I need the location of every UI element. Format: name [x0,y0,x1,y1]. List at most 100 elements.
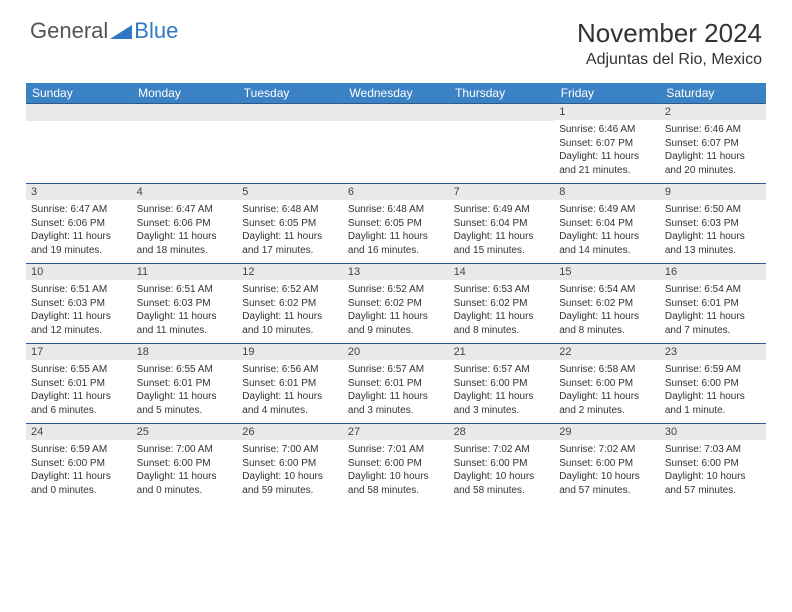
day-cell: 18Sunrise: 6:55 AMSunset: 6:01 PMDayligh… [132,344,238,424]
day-cell [132,104,238,184]
daylight-text: Daylight: 11 hours and 7 minutes. [665,310,761,337]
day-content-empty [237,121,343,177]
day-number: 26 [237,424,343,440]
day-content: Sunrise: 6:47 AMSunset: 6:06 PMDaylight:… [26,200,132,263]
day-cell: 27Sunrise: 7:01 AMSunset: 6:00 PMDayligh… [343,424,449,504]
daylight-text: Daylight: 11 hours and 9 minutes. [348,310,444,337]
sunrise-text: Sunrise: 6:48 AM [242,203,338,217]
day-content-empty [449,121,555,177]
day-header: Wednesday [343,83,449,104]
sunset-text: Sunset: 6:03 PM [137,297,233,311]
day-cell: 9Sunrise: 6:50 AMSunset: 6:03 PMDaylight… [660,184,766,264]
sunset-text: Sunset: 6:01 PM [242,377,338,391]
logo: General Blue [30,18,178,44]
title-block: November 2024 Adjuntas del Rio, Mexico [577,18,762,69]
sunrise-text: Sunrise: 7:02 AM [559,443,655,457]
day-number: 12 [237,264,343,280]
sunset-text: Sunset: 6:00 PM [348,457,444,471]
sunset-text: Sunset: 6:00 PM [665,457,761,471]
sunrise-text: Sunrise: 6:49 AM [454,203,550,217]
day-number: 4 [132,184,238,200]
sunset-text: Sunset: 6:00 PM [559,377,655,391]
day-content: Sunrise: 7:02 AMSunset: 6:00 PMDaylight:… [554,440,660,503]
daylight-text: Daylight: 11 hours and 0 minutes. [137,470,233,497]
daylight-text: Daylight: 11 hours and 12 minutes. [31,310,127,337]
daylight-text: Daylight: 11 hours and 19 minutes. [31,230,127,257]
day-content: Sunrise: 7:01 AMSunset: 6:00 PMDaylight:… [343,440,449,503]
day-content: Sunrise: 7:02 AMSunset: 6:00 PMDaylight:… [449,440,555,503]
sunset-text: Sunset: 6:02 PM [348,297,444,311]
day-cell: 24Sunrise: 6:59 AMSunset: 6:00 PMDayligh… [26,424,132,504]
sunset-text: Sunset: 6:00 PM [31,457,127,471]
daylight-text: Daylight: 11 hours and 2 minutes. [559,390,655,417]
day-cell: 23Sunrise: 6:59 AMSunset: 6:00 PMDayligh… [660,344,766,424]
day-header: Tuesday [237,83,343,104]
day-cell: 14Sunrise: 6:53 AMSunset: 6:02 PMDayligh… [449,264,555,344]
day-cell: 1Sunrise: 6:46 AMSunset: 6:07 PMDaylight… [554,104,660,184]
sunrise-text: Sunrise: 6:47 AM [137,203,233,217]
daylight-text: Daylight: 11 hours and 14 minutes. [559,230,655,257]
day-number: 23 [660,344,766,360]
day-header: Saturday [660,83,766,104]
day-number: 19 [237,344,343,360]
day-cell: 7Sunrise: 6:49 AMSunset: 6:04 PMDaylight… [449,184,555,264]
sunset-text: Sunset: 6:02 PM [559,297,655,311]
day-cell: 30Sunrise: 7:03 AMSunset: 6:00 PMDayligh… [660,424,766,504]
daylight-text: Daylight: 10 hours and 57 minutes. [665,470,761,497]
sunrise-text: Sunrise: 7:00 AM [137,443,233,457]
day-number: 18 [132,344,238,360]
logo-triangle-icon [110,23,132,39]
day-number: 16 [660,264,766,280]
day-cell: 17Sunrise: 6:55 AMSunset: 6:01 PMDayligh… [26,344,132,424]
week-row: 24Sunrise: 6:59 AMSunset: 6:00 PMDayligh… [26,424,766,504]
sunset-text: Sunset: 6:00 PM [665,377,761,391]
daylight-text: Daylight: 11 hours and 1 minute. [665,390,761,417]
day-content: Sunrise: 7:03 AMSunset: 6:00 PMDaylight:… [660,440,766,503]
sunset-text: Sunset: 6:03 PM [665,217,761,231]
day-cell: 20Sunrise: 6:57 AMSunset: 6:01 PMDayligh… [343,344,449,424]
week-row: 3Sunrise: 6:47 AMSunset: 6:06 PMDaylight… [26,184,766,264]
day-content: Sunrise: 6:59 AMSunset: 6:00 PMDaylight:… [26,440,132,503]
sunrise-text: Sunrise: 6:57 AM [454,363,550,377]
day-cell [449,104,555,184]
sunrise-text: Sunrise: 6:49 AM [559,203,655,217]
day-number-empty [132,104,238,121]
day-content: Sunrise: 7:00 AMSunset: 6:00 PMDaylight:… [237,440,343,503]
day-number-empty [343,104,449,121]
sunrise-text: Sunrise: 7:01 AM [348,443,444,457]
day-number: 7 [449,184,555,200]
sunset-text: Sunset: 6:01 PM [348,377,444,391]
daylight-text: Daylight: 11 hours and 18 minutes. [137,230,233,257]
sunrise-text: Sunrise: 7:02 AM [454,443,550,457]
daylight-text: Daylight: 11 hours and 6 minutes. [31,390,127,417]
day-cell: 6Sunrise: 6:48 AMSunset: 6:05 PMDaylight… [343,184,449,264]
page-header: General Blue November 2024 Adjuntas del … [0,0,792,77]
daylight-text: Daylight: 11 hours and 17 minutes. [242,230,338,257]
calendar-table: SundayMondayTuesdayWednesdayThursdayFrid… [26,83,766,503]
day-cell: 28Sunrise: 7:02 AMSunset: 6:00 PMDayligh… [449,424,555,504]
daylight-text: Daylight: 11 hours and 4 minutes. [242,390,338,417]
daylight-text: Daylight: 11 hours and 3 minutes. [348,390,444,417]
daylight-text: Daylight: 10 hours and 58 minutes. [454,470,550,497]
sunset-text: Sunset: 6:03 PM [31,297,127,311]
daylight-text: Daylight: 11 hours and 3 minutes. [454,390,550,417]
week-row: 10Sunrise: 6:51 AMSunset: 6:03 PMDayligh… [26,264,766,344]
location-subtitle: Adjuntas del Rio, Mexico [577,51,762,69]
day-content: Sunrise: 6:52 AMSunset: 6:02 PMDaylight:… [343,280,449,343]
day-header-row: SundayMondayTuesdayWednesdayThursdayFrid… [26,83,766,104]
day-content-empty [343,121,449,177]
day-header: Monday [132,83,238,104]
sunset-text: Sunset: 6:04 PM [454,217,550,231]
daylight-text: Daylight: 11 hours and 20 minutes. [665,150,761,177]
sunrise-text: Sunrise: 6:53 AM [454,283,550,297]
daylight-text: Daylight: 11 hours and 5 minutes. [137,390,233,417]
day-content: Sunrise: 6:55 AMSunset: 6:01 PMDaylight:… [26,360,132,423]
day-number: 21 [449,344,555,360]
day-content: Sunrise: 6:46 AMSunset: 6:07 PMDaylight:… [554,120,660,183]
day-cell [237,104,343,184]
sunset-text: Sunset: 6:00 PM [137,457,233,471]
day-number: 5 [237,184,343,200]
sunset-text: Sunset: 6:05 PM [242,217,338,231]
day-cell: 22Sunrise: 6:58 AMSunset: 6:00 PMDayligh… [554,344,660,424]
day-number: 10 [26,264,132,280]
